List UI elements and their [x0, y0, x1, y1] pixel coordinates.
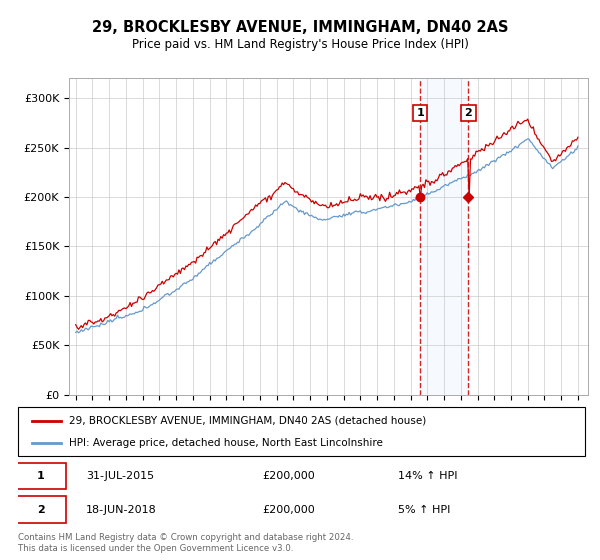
Text: 18-JUN-2018: 18-JUN-2018 [86, 505, 157, 515]
Text: 2: 2 [464, 108, 472, 118]
Text: 14% ↑ HPI: 14% ↑ HPI [398, 471, 457, 481]
Text: 29, BROCKLESBY AVENUE, IMMINGHAM, DN40 2AS: 29, BROCKLESBY AVENUE, IMMINGHAM, DN40 2… [92, 20, 508, 35]
Text: £200,000: £200,000 [262, 471, 314, 481]
Bar [420, 78, 469, 395]
Text: 1: 1 [416, 108, 424, 118]
Text: Price paid vs. HM Land Registry's House Price Index (HPI): Price paid vs. HM Land Registry's House … [131, 38, 469, 51]
Text: 1: 1 [37, 471, 44, 481]
FancyBboxPatch shape [15, 496, 66, 523]
FancyBboxPatch shape [15, 463, 66, 489]
Text: £200,000: £200,000 [262, 505, 314, 515]
Text: 2: 2 [37, 505, 44, 515]
Text: 29, BROCKLESBY AVENUE, IMMINGHAM, DN40 2AS (detached house): 29, BROCKLESBY AVENUE, IMMINGHAM, DN40 2… [69, 416, 426, 426]
Text: 5% ↑ HPI: 5% ↑ HPI [398, 505, 450, 515]
Text: HPI: Average price, detached house, North East Lincolnshire: HPI: Average price, detached house, Nort… [69, 438, 383, 448]
Text: 31-JUL-2015: 31-JUL-2015 [86, 471, 154, 481]
Text: Contains HM Land Registry data © Crown copyright and database right 2024.
This d: Contains HM Land Registry data © Crown c… [18, 533, 353, 553]
